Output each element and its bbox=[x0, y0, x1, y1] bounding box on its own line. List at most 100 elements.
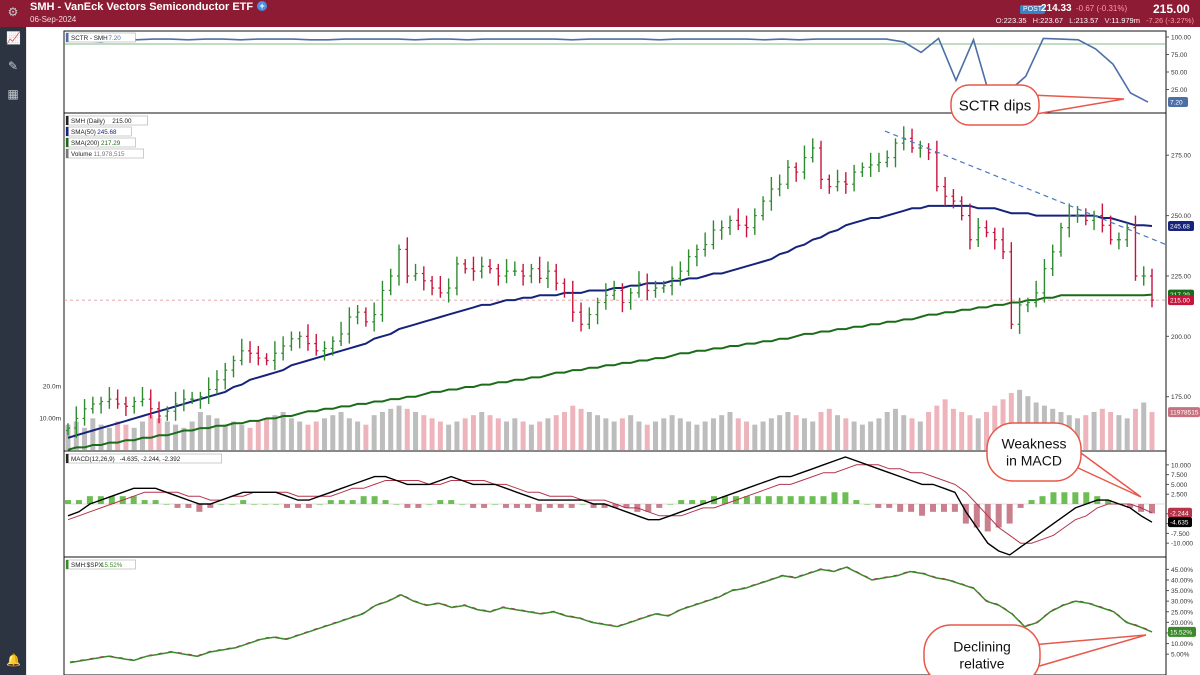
volume-bar bbox=[413, 412, 419, 450]
macd-histogram-bar bbox=[689, 500, 696, 504]
layout-icon[interactable]: ▦ bbox=[7, 87, 19, 101]
volume-bar bbox=[280, 412, 286, 450]
volume-bar bbox=[818, 412, 824, 450]
macd-histogram-bar bbox=[371, 496, 378, 504]
volume-bar bbox=[115, 421, 121, 450]
relative-axis-tick-label: 25.00% bbox=[1171, 609, 1193, 616]
volume-bar bbox=[1008, 393, 1014, 450]
macd-histogram-bar bbox=[875, 504, 882, 508]
macd-histogram-bar bbox=[448, 500, 455, 504]
volume-bar bbox=[868, 421, 874, 450]
volume-bar bbox=[992, 405, 998, 450]
macd-histogram-bar bbox=[437, 500, 444, 504]
volume-bar bbox=[297, 421, 303, 450]
volume-bar bbox=[156, 418, 162, 450]
macd-histogram-bar bbox=[831, 492, 838, 504]
price-legend-1: SMA(50) bbox=[71, 129, 96, 136]
volume-bar bbox=[437, 421, 443, 450]
price-axis-tick-label: 275.00 bbox=[1171, 153, 1191, 160]
volume-bar bbox=[396, 405, 402, 450]
macd-histogram-bar bbox=[240, 500, 247, 504]
macd-histogram-bar bbox=[305, 504, 312, 508]
volume-bar bbox=[1017, 389, 1023, 450]
volume-bar bbox=[446, 424, 452, 450]
macd-histogram-bar bbox=[535, 504, 542, 512]
macd-histogram-bar bbox=[152, 500, 159, 504]
volume-bar bbox=[859, 424, 865, 450]
volume-bar bbox=[214, 418, 220, 450]
macd-line bbox=[67, 456, 1153, 556]
change-value: -7.26 (-3.27%) bbox=[1146, 16, 1194, 25]
ohlc-readout: O:223.35 H:223.67 L:213.57 V:11.979m -7.… bbox=[996, 16, 1194, 25]
plus-circle-icon[interactable]: + bbox=[257, 1, 268, 11]
macd-callout-bubble bbox=[986, 422, 1082, 482]
macd-histogram-bar bbox=[623, 504, 630, 508]
tools-icon[interactable]: ✎ bbox=[7, 59, 19, 73]
price-axis-tick-label: 175.00 bbox=[1171, 394, 1191, 401]
post-market-price: 214.33 bbox=[1041, 3, 1072, 14]
relative-axis-tick-label: 10.00% bbox=[1171, 641, 1193, 648]
macd-histogram-bar bbox=[1039, 496, 1046, 504]
volume-bar bbox=[644, 424, 650, 450]
volume-bar bbox=[222, 424, 228, 450]
macd-histogram-bar bbox=[1127, 504, 1134, 508]
volume-bar bbox=[561, 412, 567, 450]
macd-histogram-bar bbox=[141, 500, 148, 504]
price-legend-2-value: 217.29 bbox=[101, 140, 121, 147]
sctr-line bbox=[65, 37, 1149, 103]
macd-axis-tick-label: 10.000 bbox=[1171, 462, 1191, 469]
macd-histogram-bar bbox=[251, 504, 258, 505]
volume-bar bbox=[206, 415, 212, 450]
macd-histogram-bar bbox=[262, 504, 269, 505]
relative-axis-tick-label: 30.00% bbox=[1171, 599, 1193, 606]
relative-callout-text-line: Declining bbox=[953, 639, 1011, 655]
volume-bar bbox=[777, 415, 783, 450]
volume-last-tag: 11978515 bbox=[1170, 410, 1199, 417]
post-market-change: -0.67 (-0.31%) bbox=[1076, 4, 1128, 13]
volume-bar bbox=[619, 418, 625, 450]
price-legend-0: SMH (Daily) bbox=[71, 118, 105, 125]
volume-bar bbox=[1132, 408, 1138, 450]
macd-histogram-bar bbox=[426, 504, 433, 505]
macd-histogram-bar bbox=[273, 504, 280, 505]
macd-callout-text-line: Weakness bbox=[1001, 436, 1066, 452]
relative-panel: 45.00%40.00%35.00%30.00%25.00%20.00%15.0… bbox=[65, 559, 1196, 664]
volume-bar bbox=[1141, 402, 1147, 450]
macd-histogram-bar bbox=[667, 504, 674, 505]
macd-histogram-bar bbox=[930, 504, 937, 512]
macd-histogram-bar bbox=[590, 504, 597, 508]
macd-histogram-bar bbox=[1149, 504, 1155, 514]
volume-bar bbox=[760, 421, 766, 450]
volume-bar bbox=[255, 421, 261, 450]
macd-histogram-bar bbox=[919, 504, 926, 516]
volume-bar bbox=[173, 424, 179, 450]
volume-bar bbox=[727, 412, 733, 450]
relative-callout-bubble bbox=[923, 624, 1041, 675]
sctr-legend-value: 7.20 bbox=[109, 35, 122, 42]
volume-bar bbox=[1149, 412, 1155, 450]
volume-bar bbox=[470, 415, 476, 450]
volume-value: 11.979m bbox=[1111, 16, 1140, 25]
relative-last-tag: 15.52% bbox=[1170, 629, 1192, 636]
volume-bar bbox=[288, 418, 294, 450]
volume-bar bbox=[843, 418, 849, 450]
chart-icon[interactable]: 📈 bbox=[6, 31, 21, 45]
relative-callout-text-line: relative bbox=[959, 655, 1004, 671]
macd-histogram-bar bbox=[1105, 500, 1112, 504]
high-value: 223.67 bbox=[1040, 16, 1064, 25]
relative-legend-swatch bbox=[66, 560, 69, 569]
volume-bar bbox=[139, 421, 145, 450]
volume-bar bbox=[197, 412, 203, 450]
bell-icon[interactable]: 🔔 bbox=[6, 653, 21, 667]
macd-histogram-bar bbox=[1083, 492, 1090, 504]
settings-icon[interactable]: ⚙ bbox=[7, 5, 19, 19]
volume-bar bbox=[404, 408, 410, 450]
macd-histogram-bar bbox=[1017, 504, 1024, 508]
macd-histogram-bar bbox=[908, 504, 915, 512]
macd-histogram-bar bbox=[174, 504, 181, 508]
relative-axis-tick-label: 35.00% bbox=[1171, 588, 1193, 595]
volume-tick-label: 10.00m bbox=[39, 415, 61, 422]
relative-legend-value: 15.52% bbox=[101, 562, 123, 569]
volume-bar bbox=[984, 412, 990, 450]
volume-bar bbox=[363, 424, 369, 450]
